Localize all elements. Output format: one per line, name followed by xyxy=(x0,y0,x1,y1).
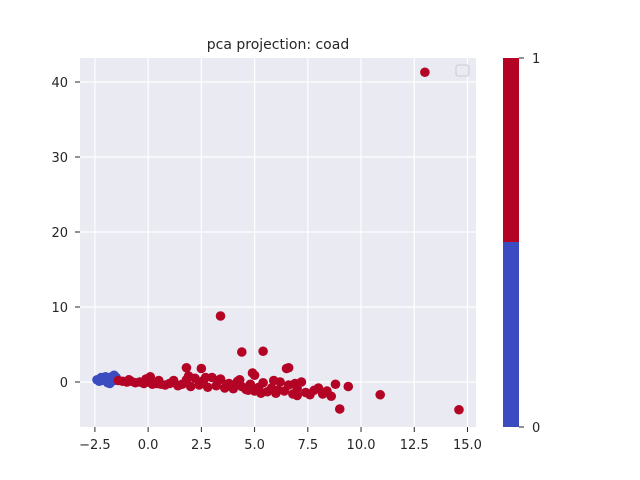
scatter-point-class-1 xyxy=(292,390,302,401)
y-axis-ticks: 0 10 20 30 40 xyxy=(51,76,80,391)
scatter-point-class-1 xyxy=(141,374,151,384)
x-tick-label: 7.5 xyxy=(297,438,318,453)
scatter-point-class-0 xyxy=(96,372,107,383)
scatter-point-class-1 xyxy=(330,379,341,390)
x-tick-label: 5.0 xyxy=(244,438,265,453)
colorbar-segment-1 xyxy=(503,58,519,242)
scatter-point-class-1 xyxy=(454,404,464,415)
x-tick-label: 0.0 xyxy=(138,438,159,453)
scatter-point-class-1 xyxy=(290,378,300,389)
scatter-point-class-1 xyxy=(420,67,430,78)
x-tick-label: 15.0 xyxy=(453,438,482,453)
scatter-point-class-1 xyxy=(326,391,337,402)
scatter-point-class-1 xyxy=(213,375,224,386)
scatter-point-class-1 xyxy=(375,389,385,400)
scatter-points xyxy=(92,67,464,415)
chart-title: pca projection: coad xyxy=(207,37,349,53)
scatter-point-class-1 xyxy=(249,370,260,381)
scatter-point-class-1 xyxy=(196,363,207,374)
scatter-point-class-1 xyxy=(343,381,354,392)
grid xyxy=(80,58,476,427)
scatter-point-class-1 xyxy=(273,385,283,396)
scatter-point-class-1 xyxy=(202,382,213,393)
x-tick-label: 12.5 xyxy=(400,438,429,453)
scatter-point-class-1 xyxy=(181,362,192,373)
scatter-point-class-1 xyxy=(153,375,164,386)
scatter-point-class-1 xyxy=(166,377,177,388)
x-tick-label: −2.5 xyxy=(79,438,111,453)
scatter-point-class-1 xyxy=(283,362,294,373)
plot-background xyxy=(80,58,476,427)
x-tick-label: 10.0 xyxy=(347,438,376,453)
scatter-point-class-1 xyxy=(234,374,245,385)
scatter-point-class-1 xyxy=(200,372,211,383)
scatter-point-class-1 xyxy=(215,311,226,321)
scatter-point-class-1 xyxy=(124,374,134,385)
scatter-point-class-1 xyxy=(258,377,268,388)
colorbar: 1 0 xyxy=(503,52,540,436)
scatter-point-class-1 xyxy=(256,388,266,399)
legend-box[interactable] xyxy=(455,64,470,77)
scatter-point-class-1 xyxy=(185,381,196,392)
x-tick-label: 2.5 xyxy=(191,438,212,453)
colorbar-tick-label-0: 0 xyxy=(532,421,540,436)
scatter-point-class-1 xyxy=(334,404,345,414)
scatter-point-class-1 xyxy=(268,375,279,386)
y-tick-label: 40 xyxy=(51,76,68,91)
colorbar-tick-label-1: 1 xyxy=(532,52,540,67)
scatter-point-class-1 xyxy=(243,385,253,396)
y-tick-label: 30 xyxy=(51,151,68,166)
x-axis-ticks: −2.5 0.0 2.5 5.0 7.5 10.0 12.5 15.0 xyxy=(79,427,482,453)
scatter-point-class-1 xyxy=(183,371,194,381)
y-tick-label: 20 xyxy=(51,226,68,241)
scatter-point-class-1 xyxy=(258,346,268,357)
colorbar-segment-0 xyxy=(503,242,519,427)
scatter-point-class-1 xyxy=(237,347,247,357)
scatter-point-class-1 xyxy=(222,379,232,390)
y-tick-label: 10 xyxy=(51,301,68,316)
y-tick-label: 0 xyxy=(60,376,68,391)
